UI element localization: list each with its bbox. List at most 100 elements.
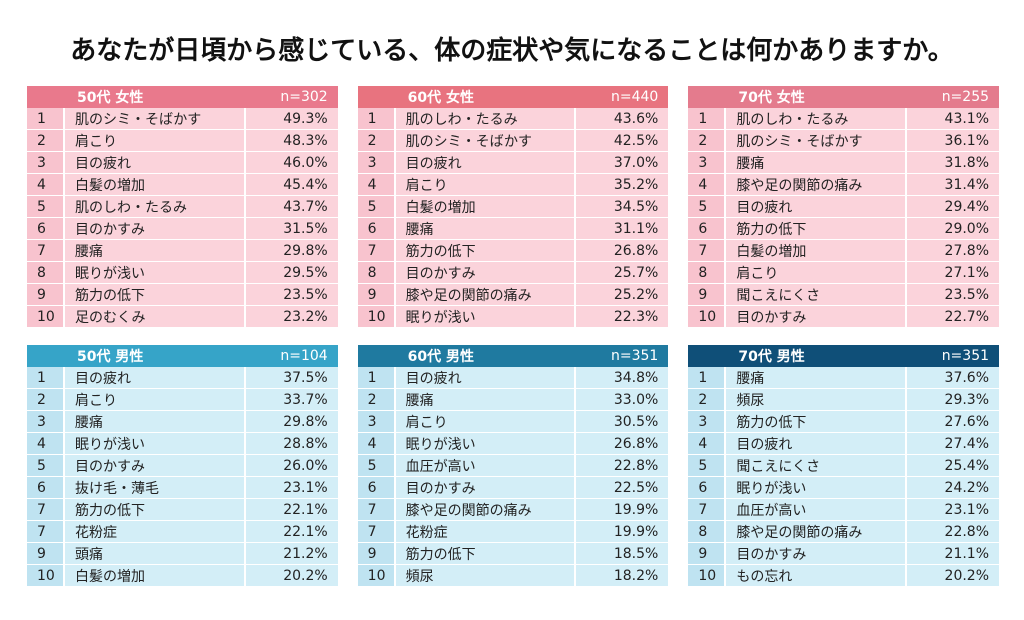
rank-number: 9 bbox=[688, 284, 727, 305]
table-row: 7 膝や足の関節の痛み 19.9% bbox=[357, 499, 669, 521]
table-row: 8 眠りが浅い 29.5% bbox=[27, 262, 338, 284]
symptom-label: 筋力の低下 bbox=[65, 284, 246, 305]
percentage-value: 43.6% bbox=[613, 110, 659, 127]
table-row: 3 目の疲れ 37.0% bbox=[357, 152, 669, 174]
table-row: 8 膝や足の関節の痛み 22.8% bbox=[688, 521, 1000, 543]
rank-number: 6 bbox=[357, 477, 396, 498]
rank-number: 9 bbox=[27, 284, 65, 305]
ranking-list: 1 肌のシミ・そばかす 49.3% 2 肩こり 48.3% 3 目の疲れ 46.0% 4 白髪の増加… bbox=[27, 108, 338, 328]
percentage-value: 43.7% bbox=[283, 198, 328, 215]
percentage-value: 33.0% bbox=[613, 391, 659, 408]
ranking-list: 1 肌のしわ・たるみ 43.1% 2 肌のシミ・そばかす 36.1% 3 腰痛 31.8% 4 膝や… bbox=[688, 108, 1000, 328]
percentage-value: 23.5% bbox=[944, 286, 990, 303]
panel-header: 70代 男性 n=351 bbox=[688, 345, 1000, 367]
table-row: 1 肌のシミ・そばかす 49.3% bbox=[27, 108, 338, 130]
symptom-label: 筋力の低下 bbox=[396, 543, 577, 564]
female-panels: 50代 女性 n=302 1 肌のシミ・そばかす 49.3% 2 肩こり 48.3% 3 目の疲れ… bbox=[27, 86, 1000, 328]
percentage-value: 25.2% bbox=[613, 286, 659, 303]
table-row: 8 目のかすみ 25.7% bbox=[357, 262, 669, 284]
rank-number: 5 bbox=[357, 455, 396, 476]
table-row: 2 肌のシミ・そばかす 42.5% bbox=[357, 130, 669, 152]
rank-number: 10 bbox=[357, 565, 396, 586]
table-row: 1 肌のしわ・たるみ 43.6% bbox=[357, 108, 669, 130]
percentage-value: 26.0% bbox=[283, 457, 328, 474]
rank-number: 1 bbox=[27, 367, 65, 388]
symptom-label: 腰痛 bbox=[65, 411, 246, 432]
rank-number: 1 bbox=[688, 367, 727, 388]
percentage-value: 31.4% bbox=[944, 176, 990, 193]
percentage-value: 28.8% bbox=[283, 435, 328, 452]
panel-male-70s: 70代 男性 n=351 1 腰痛 37.6% 2 頻尿 29.3% 3 筋力の低下 27.6% 4 目… bbox=[688, 345, 1000, 587]
percentage-value: 23.1% bbox=[283, 479, 328, 496]
rank-number: 6 bbox=[688, 218, 727, 239]
panel-label: 70代 男性 bbox=[738, 349, 805, 365]
percentage-value: 27.4% bbox=[944, 435, 990, 452]
panel-header: 50代 男性 n=104 bbox=[27, 345, 338, 367]
symptom-label: 目のかすみ bbox=[726, 306, 908, 327]
table-row: 2 肩こり 33.7% bbox=[27, 389, 338, 411]
percentage-value: 26.8% bbox=[613, 242, 659, 259]
symptom-label: 筋力の低下 bbox=[726, 218, 908, 239]
rank-number: 3 bbox=[27, 411, 65, 432]
symptom-label: 白髪の増加 bbox=[726, 240, 908, 261]
table-row: 5 聞こえにくさ 25.4% bbox=[688, 455, 1000, 477]
percentage-value: 31.1% bbox=[613, 220, 659, 237]
rank-number: 8 bbox=[357, 262, 396, 283]
table-row: 4 眠りが浅い 28.8% bbox=[27, 433, 338, 455]
percentage-value: 29.8% bbox=[283, 242, 328, 259]
rank-number: 10 bbox=[27, 565, 65, 586]
symptom-label: 聞こえにくさ bbox=[726, 455, 908, 476]
percentage-value: 19.9% bbox=[613, 501, 659, 518]
symptom-label: 肩こり bbox=[396, 174, 577, 195]
symptom-label: もの忘れ bbox=[726, 565, 908, 586]
percentage-value: 18.2% bbox=[613, 567, 659, 584]
symptom-label: 膝や足の関節の痛み bbox=[726, 174, 908, 195]
symptom-label: 目の疲れ bbox=[65, 152, 246, 173]
table-row: 5 血圧が高い 22.8% bbox=[357, 455, 669, 477]
percentage-value: 22.8% bbox=[613, 457, 659, 474]
panel-header: 60代 男性 n=351 bbox=[357, 345, 669, 367]
table-row: 6 筋力の低下 29.0% bbox=[688, 218, 1000, 240]
table-row: 10 眠りが浅い 22.3% bbox=[357, 306, 669, 328]
symptom-label: 肌のシミ・そばかす bbox=[726, 130, 908, 151]
percentage-value: 22.8% bbox=[944, 523, 990, 540]
panel-label: 60代 男性 bbox=[407, 349, 475, 365]
rank-number: 8 bbox=[27, 262, 65, 283]
ranking-list: 1 目の疲れ 37.5% 2 肩こり 33.7% 3 腰痛 29.8% 4 眠りが浅い 28.8% 5 目… bbox=[27, 367, 338, 587]
symptom-label: 目のかすみ bbox=[396, 262, 577, 283]
rank-number: 7 bbox=[357, 240, 396, 261]
percentage-value: 34.5% bbox=[613, 198, 659, 215]
panel-label: 60代 女性 bbox=[407, 90, 475, 106]
symptom-label: 腰痛 bbox=[65, 240, 246, 261]
percentage-value: 23.1% bbox=[944, 501, 990, 518]
rank-number: 5 bbox=[688, 455, 727, 476]
table-row: 7 花粉症 22.1% bbox=[27, 521, 338, 543]
rank-number: 4 bbox=[688, 174, 727, 195]
rank-number: 10 bbox=[357, 306, 396, 327]
symptom-label: 血圧が高い bbox=[396, 455, 577, 476]
table-row: 5 目のかすみ 26.0% bbox=[27, 455, 338, 477]
table-row: 5 白髪の増加 34.5% bbox=[357, 196, 669, 218]
symptom-label: 肩こり bbox=[65, 389, 246, 410]
symptom-label: 目の疲れ bbox=[65, 367, 246, 388]
table-row: 4 眠りが浅い 26.8% bbox=[357, 433, 669, 455]
table-row: 4 目の疲れ 27.4% bbox=[688, 433, 1000, 455]
percentage-value: 22.7% bbox=[944, 308, 990, 325]
table-row: 7 筋力の低下 22.1% bbox=[27, 499, 338, 521]
percentage-value: 20.2% bbox=[944, 567, 990, 584]
percentage-value: 29.5% bbox=[283, 264, 328, 281]
rank-number: 3 bbox=[357, 152, 396, 173]
symptom-label: 腰痛 bbox=[726, 367, 908, 388]
symptom-label: 眠りが浅い bbox=[65, 262, 246, 283]
symptom-label: 肌のシミ・そばかす bbox=[65, 108, 246, 129]
symptom-label: 眠りが浅い bbox=[726, 477, 908, 498]
percentage-value: 20.2% bbox=[283, 567, 328, 584]
symptom-label: 聞こえにくさ bbox=[726, 284, 908, 305]
symptom-label: 頻尿 bbox=[726, 389, 908, 410]
symptom-label: 足のむくみ bbox=[65, 306, 246, 327]
table-row: 1 腰痛 37.6% bbox=[688, 367, 1000, 389]
symptom-label: 花粉症 bbox=[65, 521, 246, 542]
symptom-label: 白髪の増加 bbox=[396, 196, 577, 217]
percentage-value: 27.1% bbox=[944, 264, 990, 281]
